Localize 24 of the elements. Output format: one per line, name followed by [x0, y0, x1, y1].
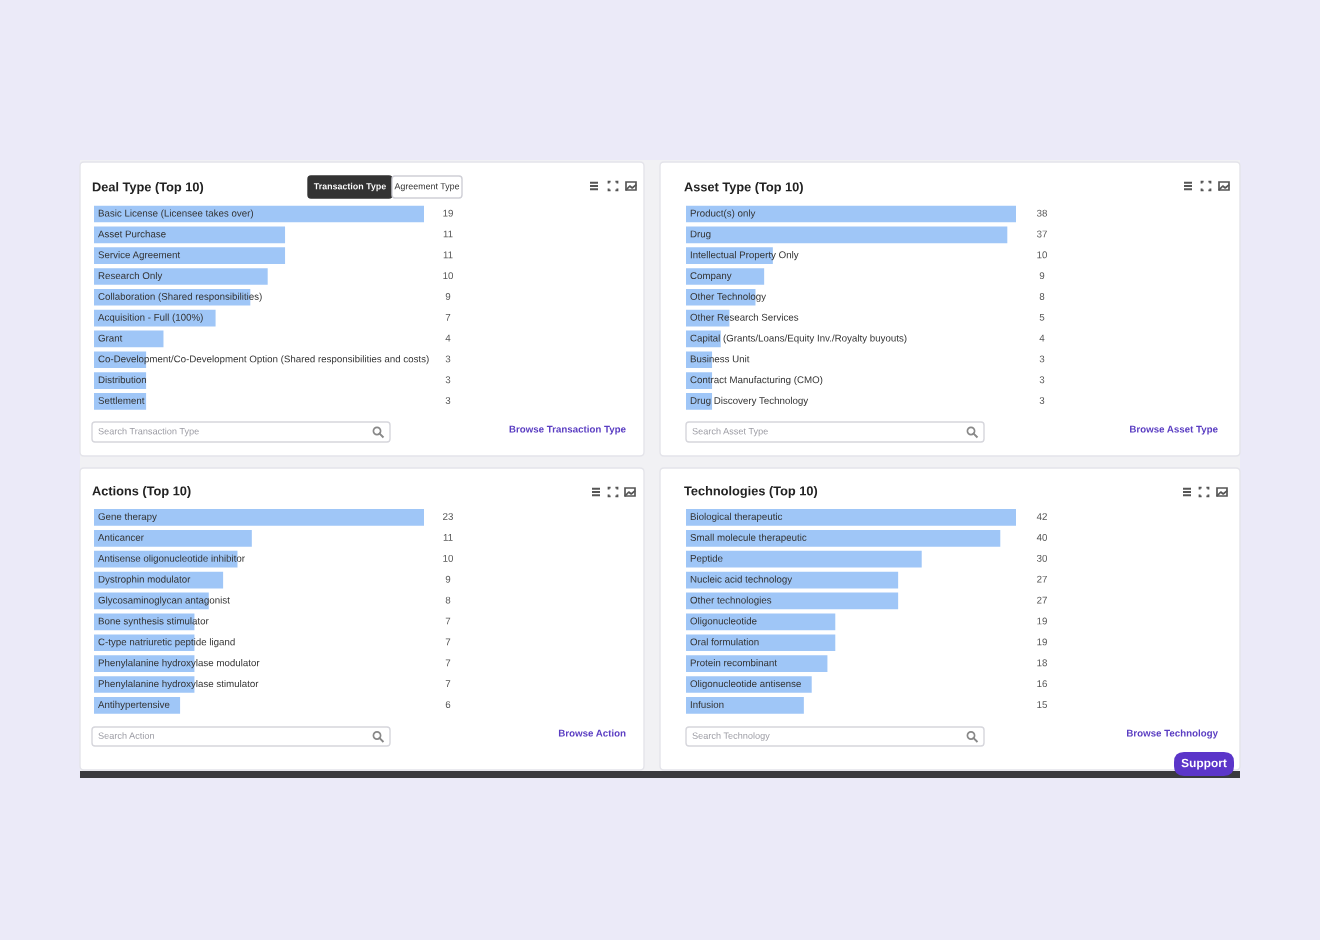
bar [686, 676, 812, 693]
bar [686, 393, 713, 410]
bar [94, 330, 164, 348]
bar [686, 268, 765, 285]
bar [94, 393, 147, 410]
bar [94, 226, 286, 244]
bar [686, 655, 828, 672]
bar [94, 268, 268, 285]
bar [686, 509, 1016, 526]
bar [686, 613, 836, 631]
bar [686, 205, 1016, 223]
bar [686, 226, 1008, 244]
bar [94, 697, 181, 714]
bar [94, 351, 147, 369]
bar [94, 509, 424, 526]
bar [94, 205, 424, 223]
bar [94, 247, 286, 264]
bar [686, 571, 899, 589]
bar [686, 697, 804, 714]
bar [686, 550, 922, 568]
bar [686, 592, 899, 610]
bar [686, 634, 836, 652]
bar [686, 529, 1001, 547]
bar [94, 529, 252, 547]
